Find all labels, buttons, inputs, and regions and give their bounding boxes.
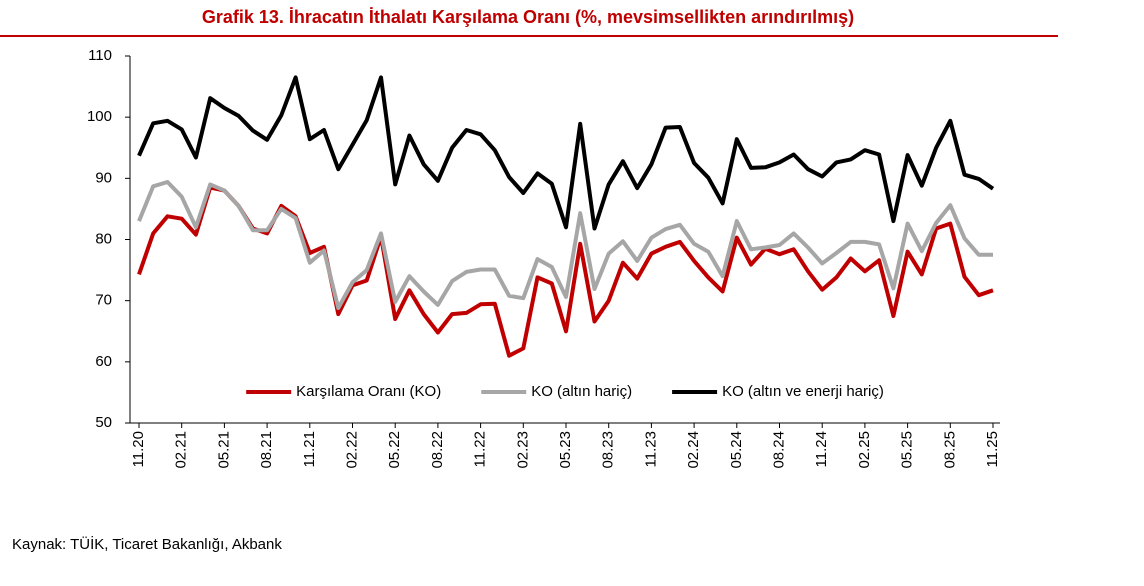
x-tick-label: 02.24 xyxy=(685,431,702,469)
x-tick-label: 11.22 xyxy=(472,431,489,467)
y-tick-label: 90 xyxy=(95,169,112,186)
y-tick-label: 100 xyxy=(87,108,112,125)
source-note: Kaynak: TÜİK, Ticaret Bakanlığı, Akbank xyxy=(12,535,282,553)
y-tick-label: 80 xyxy=(95,230,112,247)
series-line xyxy=(137,75,995,231)
legend-label: KO (altın hariç) xyxy=(531,383,632,400)
x-tick-label: 05.21 xyxy=(215,431,232,469)
x-tick-label: 08.23 xyxy=(600,431,617,469)
x-tick-label: 08.22 xyxy=(429,431,446,469)
series-line xyxy=(137,185,994,358)
x-tick-label: 08.21 xyxy=(258,431,275,469)
x-tick-label: 11.23 xyxy=(642,431,659,467)
x-tick-label: 05.25 xyxy=(899,431,916,469)
legend-label: Karşılama Oranı (KO) xyxy=(296,383,441,400)
y-tick-label: 110 xyxy=(88,47,112,64)
x-tick-label: 02.25 xyxy=(856,431,873,469)
y-tick-label: 50 xyxy=(95,414,112,431)
y-tick-label: 60 xyxy=(95,353,112,370)
x-tick-label: 11.25 xyxy=(984,431,1001,467)
x-tick-label: 11.21 xyxy=(301,431,318,467)
x-tick-label: 08.25 xyxy=(941,431,958,469)
x-tick-label: 11.20 xyxy=(130,431,147,467)
x-tick-label: 11.24 xyxy=(813,431,830,467)
x-tick-label: 08.24 xyxy=(770,431,787,469)
x-tick-label: 05.24 xyxy=(728,431,745,469)
x-tick-label: 02.22 xyxy=(343,431,360,469)
legend-label: KO (altın ve enerji hariç) xyxy=(722,383,884,400)
chart-title: Grafik 13. İhracatın İthalatı Karşılama … xyxy=(202,7,854,27)
x-tick-label: 02.23 xyxy=(514,431,531,469)
x-tick-label: 05.22 xyxy=(386,431,403,469)
x-tick-label: 02.21 xyxy=(173,431,190,469)
series-line xyxy=(137,180,993,310)
x-tick-label: 05.23 xyxy=(557,431,574,469)
y-tick-label: 70 xyxy=(95,292,112,309)
